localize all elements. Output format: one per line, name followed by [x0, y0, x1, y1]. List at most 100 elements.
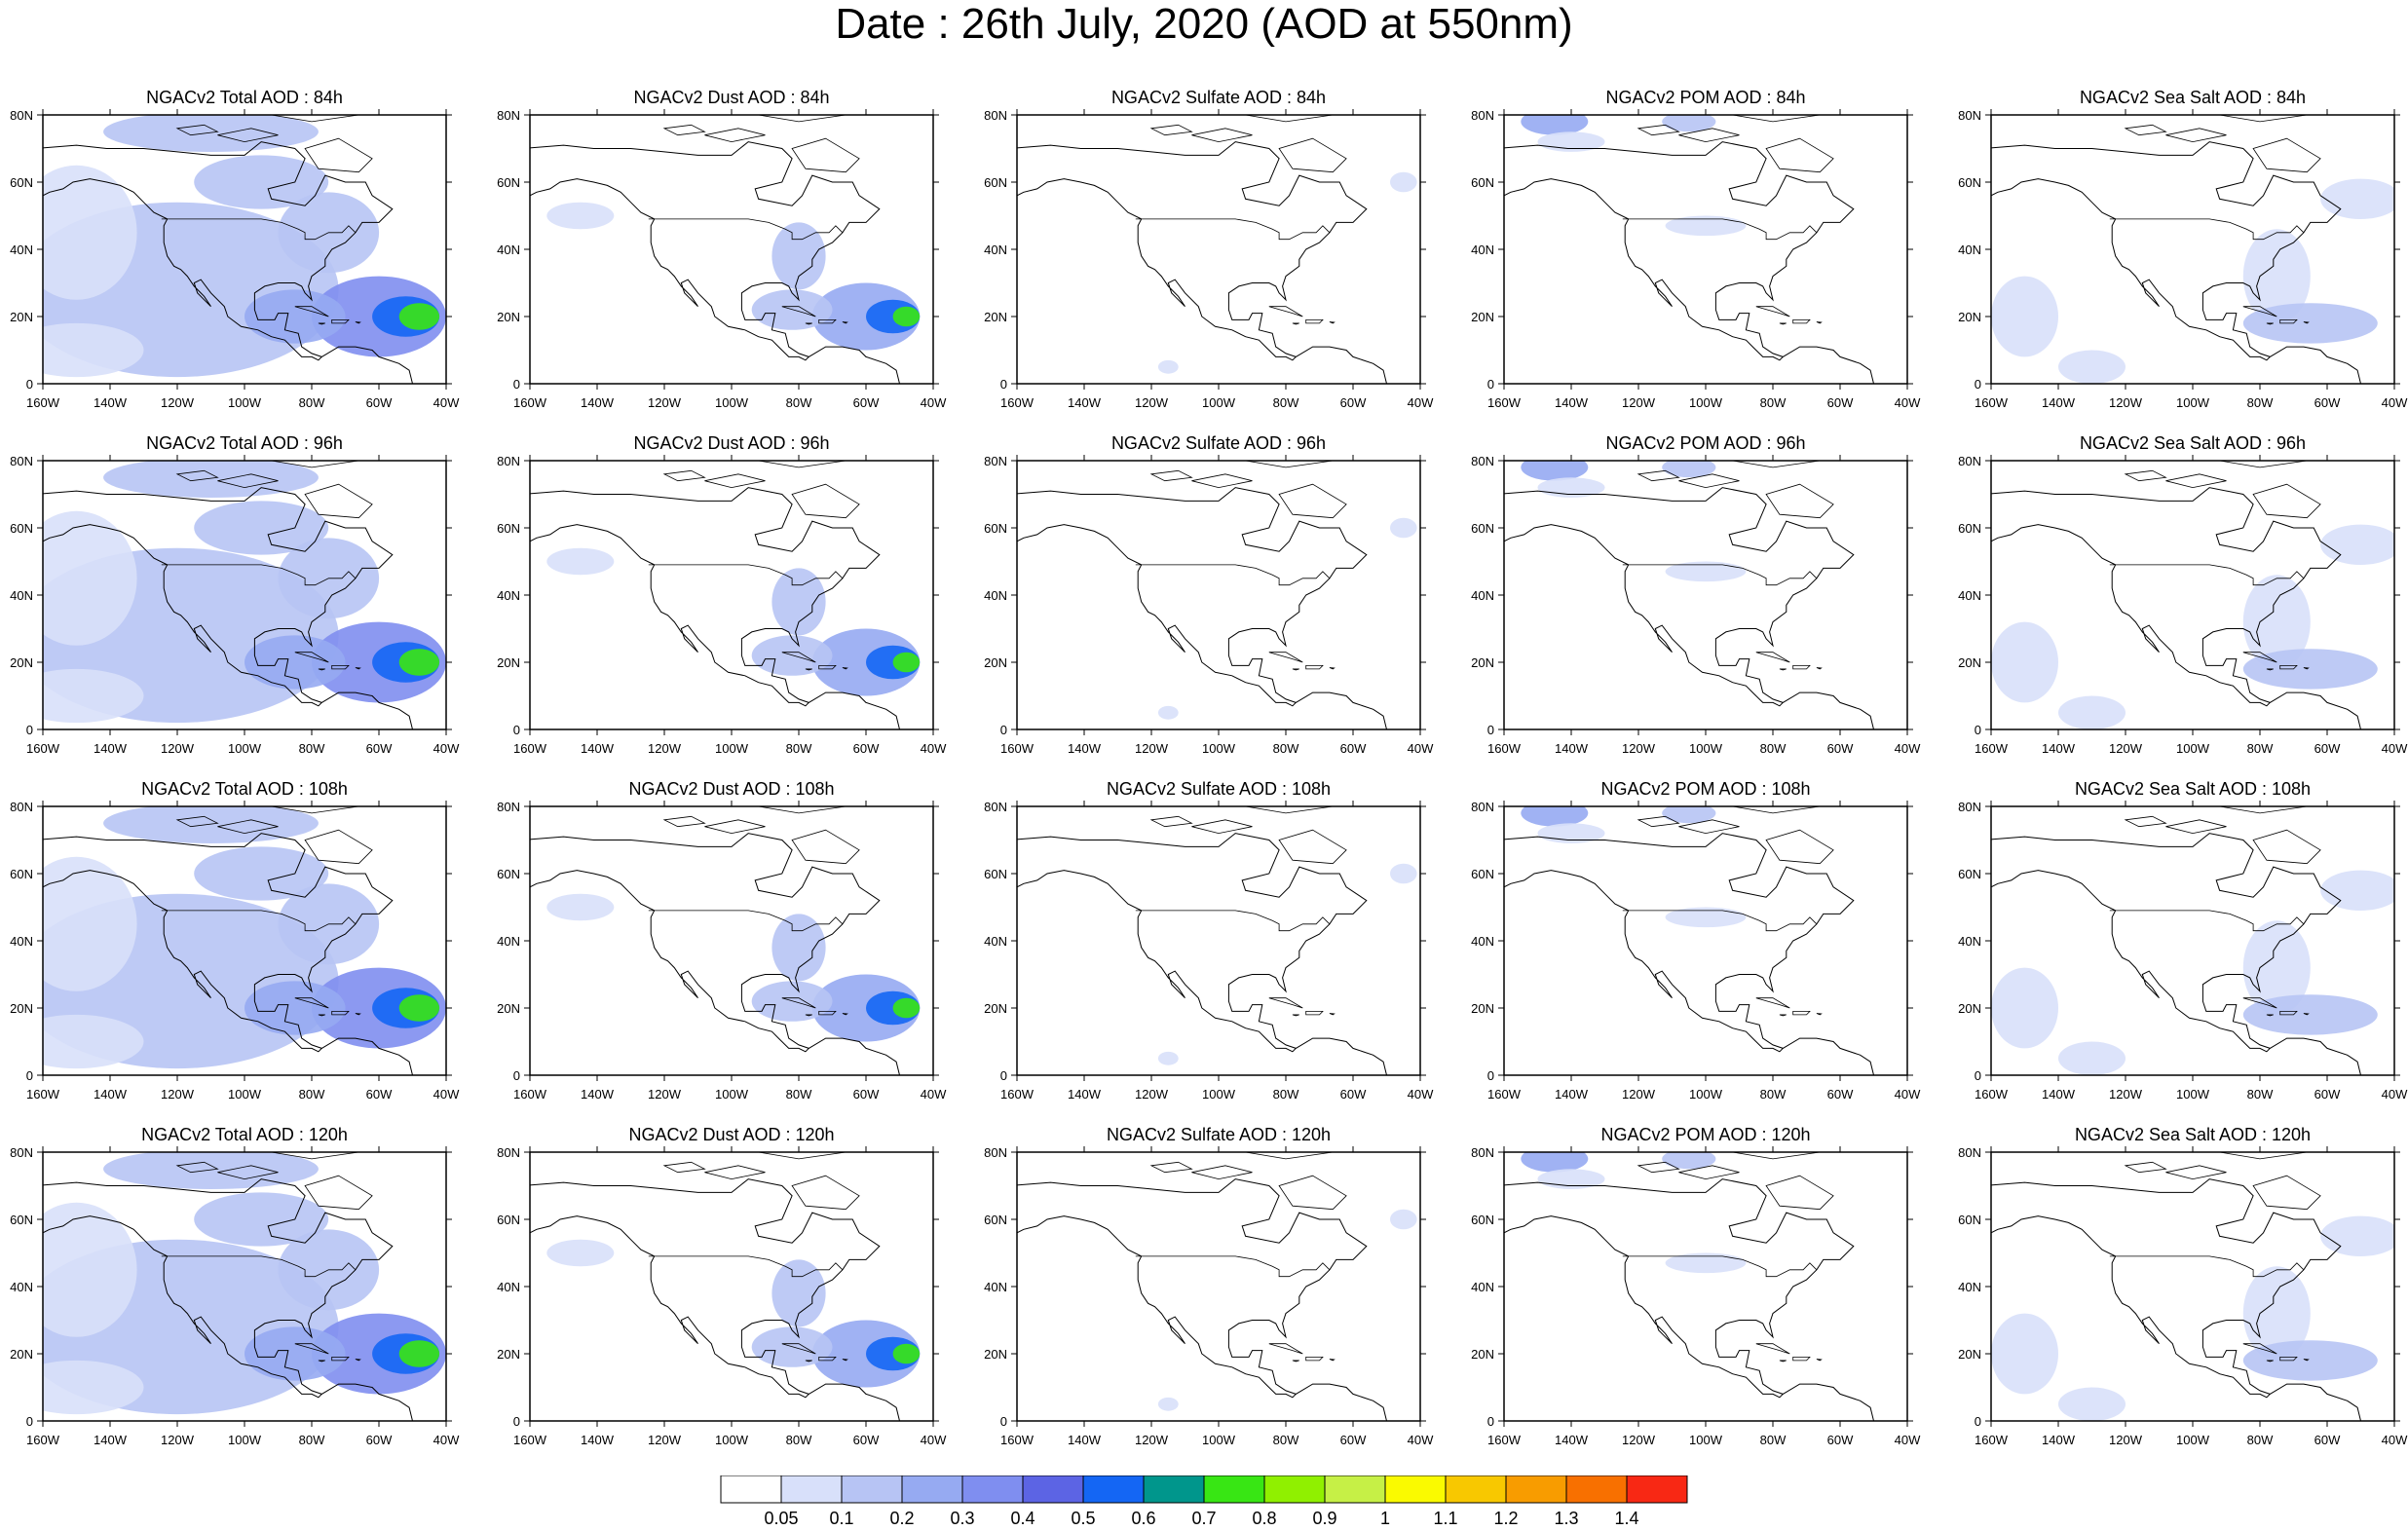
aod-region: [1991, 1313, 2058, 1395]
lon-tick-label: 140W: [1068, 1087, 1102, 1102]
lon-tick-label: 140W: [2042, 1433, 2076, 1447]
island-outline: [2165, 1165, 2227, 1180]
lat-tick-label: 80N: [497, 800, 520, 814]
lon-tick-label: 60W: [1827, 741, 1854, 756]
lon-tick-label: 80W: [1273, 395, 1299, 410]
lon-tick-label: 160W: [1975, 741, 2009, 756]
lon-tick-label: 120W: [648, 1433, 682, 1447]
coastline-south-america: [1783, 1037, 1877, 1075]
lon-tick-label: 140W: [581, 741, 615, 756]
lon-tick-label: 80W: [1273, 741, 1299, 756]
us-canada-border: [161, 910, 357, 932]
island-outline: [304, 1175, 373, 1211]
colorbar-swatch: [1384, 1475, 1447, 1504]
aod-region: [2058, 695, 2126, 729]
panel-title: NGACv2 Sea Salt AOD : 84h: [2080, 88, 2306, 107]
colorbar-label: 0.2: [889, 1509, 914, 1528]
island-outline: [2252, 1175, 2321, 1211]
lat-tick-label: 0: [513, 1068, 520, 1083]
lat-tick-label: 0: [1000, 377, 1007, 392]
us-canada-border: [1135, 218, 1331, 241]
lon-tick-label: 100W: [2176, 1087, 2210, 1102]
island-outline: [1732, 806, 1821, 814]
lon-tick-label: 140W: [1555, 395, 1589, 410]
lon-tick-label: 120W: [161, 741, 195, 756]
lat-tick-label: 0: [1487, 1068, 1494, 1083]
island-outline: [662, 1161, 706, 1174]
aod-region: [892, 997, 921, 1019]
coastline: [1991, 833, 2342, 1053]
island-outline: [1191, 128, 1253, 143]
lon-tick-label: 60W: [1827, 1433, 1854, 1447]
aod-region: [244, 289, 346, 344]
island-outline: [1765, 1175, 1834, 1211]
lon-tick-label: 160W: [26, 1433, 60, 1447]
island-outline: [1305, 1011, 1324, 1016]
colorbar-label: 1.3: [1554, 1509, 1578, 1528]
coastline-south-america: [2270, 1383, 2364, 1421]
coastline: [530, 487, 881, 707]
lat-tick-label: 0: [513, 723, 520, 737]
lat-tick-label: 80N: [984, 1145, 1007, 1160]
aod-region: [1157, 705, 1179, 720]
lon-tick-label: 40W: [1895, 741, 1921, 756]
lon-tick-label: 60W: [2314, 395, 2341, 410]
lat-tick-label: 0: [1000, 1068, 1007, 1083]
island-outline: [2242, 997, 2277, 1009]
lat-tick-label: 40N: [984, 934, 1007, 949]
lon-tick-label: 120W: [2109, 1087, 2143, 1102]
colorbar-label: 1.2: [1493, 1509, 1518, 1528]
island-outline: [791, 137, 860, 173]
island-outline: [791, 829, 860, 865]
lon-tick-label: 80W: [2247, 741, 2274, 756]
island-outline: [1268, 652, 1303, 663]
map-panel: NGACv2 Total AOD : 120h 80N 60N 40N 20N 0 160W…: [10, 1125, 460, 1447]
island-outline: [704, 473, 766, 489]
lon-tick-label: 100W: [228, 741, 262, 756]
lat-tick-label: 0: [26, 1414, 33, 1429]
island-outline: [1149, 1161, 1193, 1174]
coastline: [43, 1178, 394, 1399]
map-panel: NGACv2 Sea Salt AOD : 108h 80N 60N 40N 20N 0 1…: [1958, 779, 2408, 1102]
lat-tick-label: 80N: [984, 454, 1007, 468]
lon-tick-label: 60W: [1827, 1087, 1854, 1102]
panel-title: NGACv2 Total AOD : 96h: [146, 433, 343, 453]
lon-tick-label: 100W: [228, 1087, 262, 1102]
lon-tick-label: 40W: [921, 1087, 947, 1102]
island-outline: [704, 819, 766, 835]
island-outline: [2219, 1152, 2308, 1160]
map-panel: NGACv2 Sulfate AOD : 120h 80N 60N 40N 20N 0 16…: [984, 1125, 1434, 1447]
lon-tick-label: 160W: [1000, 395, 1035, 410]
island-outline: [2124, 815, 2167, 828]
lon-tick-label: 40W: [2382, 395, 2408, 410]
island-outline: [704, 1165, 766, 1180]
lat-tick-label: 40N: [984, 243, 1007, 257]
lon-tick-label: 140W: [581, 395, 615, 410]
colorbar-swatch: [1022, 1475, 1084, 1504]
lat-tick-label: 20N: [1958, 310, 1981, 324]
panel-title: NGACv2 Dust AOD : 108h: [628, 779, 834, 799]
lon-tick-label: 100W: [1689, 1087, 1723, 1102]
island-outline: [1268, 997, 1303, 1009]
coastline-south-america: [321, 691, 416, 729]
lon-tick-label: 60W: [1827, 395, 1854, 410]
aod-region: [771, 222, 826, 290]
island-outline: [758, 1152, 847, 1160]
lat-tick-label: 40N: [497, 243, 520, 257]
coastline: [1504, 1178, 1855, 1399]
lat-tick-label: 60N: [1471, 175, 1494, 190]
colorbar-swatch: [841, 1475, 903, 1504]
lat-tick-label: 60N: [1958, 1213, 1981, 1227]
island-outline: [1792, 665, 1811, 670]
lon-tick-label: 60W: [1340, 741, 1367, 756]
aod-region: [1665, 1252, 1747, 1274]
island-outline: [1792, 1011, 1811, 1016]
island-outline: [704, 128, 766, 143]
island-outline: [1637, 1161, 1680, 1174]
lat-tick-label: 0: [1487, 723, 1494, 737]
island-outline: [331, 1011, 350, 1016]
island-outline: [1816, 1013, 1823, 1016]
aod-region: [892, 1343, 921, 1364]
lat-tick-label: 40N: [10, 588, 33, 603]
lat-tick-label: 20N: [1471, 655, 1494, 670]
